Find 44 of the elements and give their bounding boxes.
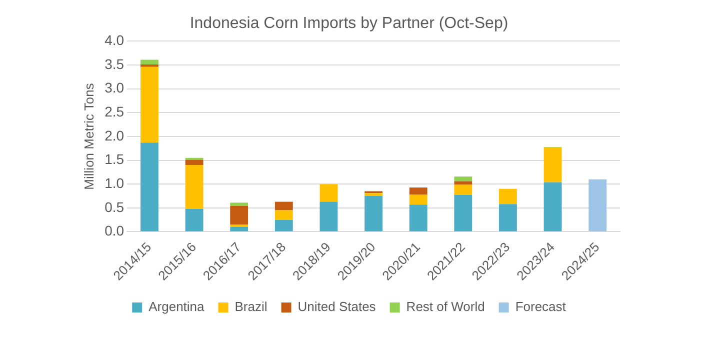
y-tick-label: 2.5 (104, 104, 124, 120)
bar (409, 204, 428, 232)
bar (499, 188, 517, 204)
bar (454, 176, 472, 182)
legend-label: Forecast (515, 299, 566, 314)
y-tick-label: 3.5 (104, 56, 124, 72)
bar (544, 182, 562, 232)
bar (499, 204, 517, 232)
bar (140, 66, 158, 143)
bar (274, 210, 293, 220)
bar (544, 147, 562, 182)
bar (409, 187, 428, 195)
bar (588, 179, 607, 232)
bar (140, 60, 158, 65)
chart-title: Indonesia Corn Imports by Partner (Oct-Sep) (190, 15, 508, 32)
legend-label: Rest of World (406, 299, 485, 314)
bar (185, 208, 204, 232)
y-tick-label: 0.5 (104, 198, 124, 215)
y-tick-label: 3.0 (104, 80, 124, 96)
y-tick-label: 1.5 (104, 151, 124, 168)
bar (274, 220, 293, 232)
bar (230, 226, 248, 232)
bar (454, 195, 472, 232)
y-tick-label: 1.0 (104, 174, 124, 191)
bar (320, 184, 338, 202)
bar (230, 202, 248, 206)
bar (185, 165, 204, 209)
bar (454, 184, 472, 196)
y-axis-title: Million Metric Tons (81, 82, 96, 190)
bar (140, 142, 158, 232)
y-tick-label: 4.0 (104, 32, 124, 48)
bar (274, 202, 293, 210)
bar (320, 202, 338, 232)
legend-label: Argentina (148, 299, 206, 314)
bar (230, 206, 248, 225)
bar (185, 160, 204, 166)
bar (454, 181, 472, 185)
legend-label: United States (298, 299, 376, 314)
bar (364, 193, 382, 196)
y-tick-label: 2.0 (104, 127, 124, 144)
bar (409, 194, 428, 205)
legend-label: Brazil (234, 299, 268, 314)
y-tick-label: 0.0 (104, 222, 124, 239)
bar (364, 196, 382, 232)
